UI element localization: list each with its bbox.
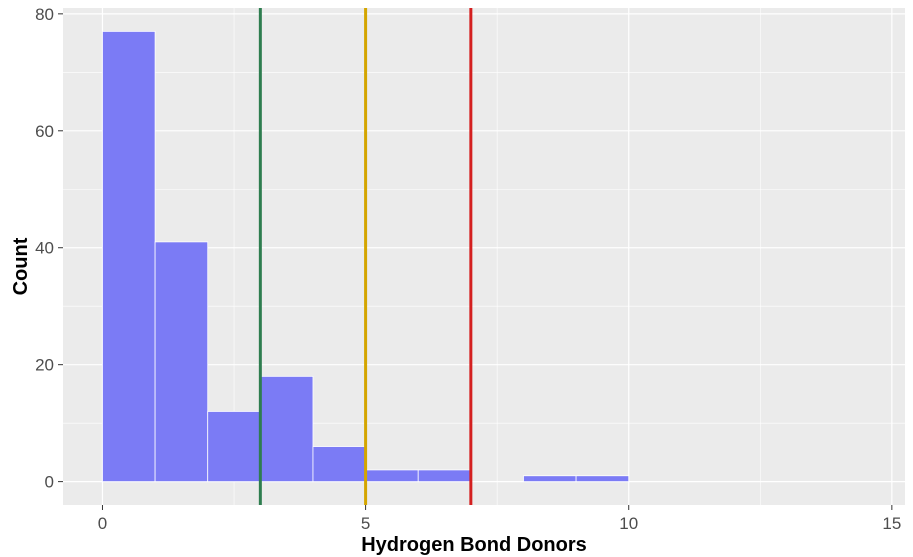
y-axis: 0 20 40 60 80 [35,5,63,492]
x-axis: 0 5 10 15 [98,505,901,533]
histogram-bar [575,475,630,483]
histogram-bar [523,475,577,483]
threshold-lines [258,8,473,505]
histogram-bar [102,30,156,483]
histogram-bar [259,375,314,483]
x-tick-label: 15 [882,514,901,533]
histogram-bar [365,469,419,483]
histogram-bars [102,30,630,483]
y-tick-label: 80 [35,5,54,24]
histogram-bar [417,469,472,483]
x-tick-label: 5 [361,514,370,533]
y-tick-label: 0 [45,473,54,492]
x-tick-label: 0 [98,514,107,533]
histogram-bar [154,241,209,483]
histogram-bar [207,411,261,483]
y-tick-label: 20 [35,356,54,375]
y-tick-label: 60 [35,122,54,141]
histogram-bar [312,446,366,483]
y-tick-label: 40 [35,239,54,258]
x-tick-label: 10 [619,514,638,533]
y-axis-title: Count [10,237,32,295]
x-axis-title: Hydrogen Bond Donors [361,534,587,556]
